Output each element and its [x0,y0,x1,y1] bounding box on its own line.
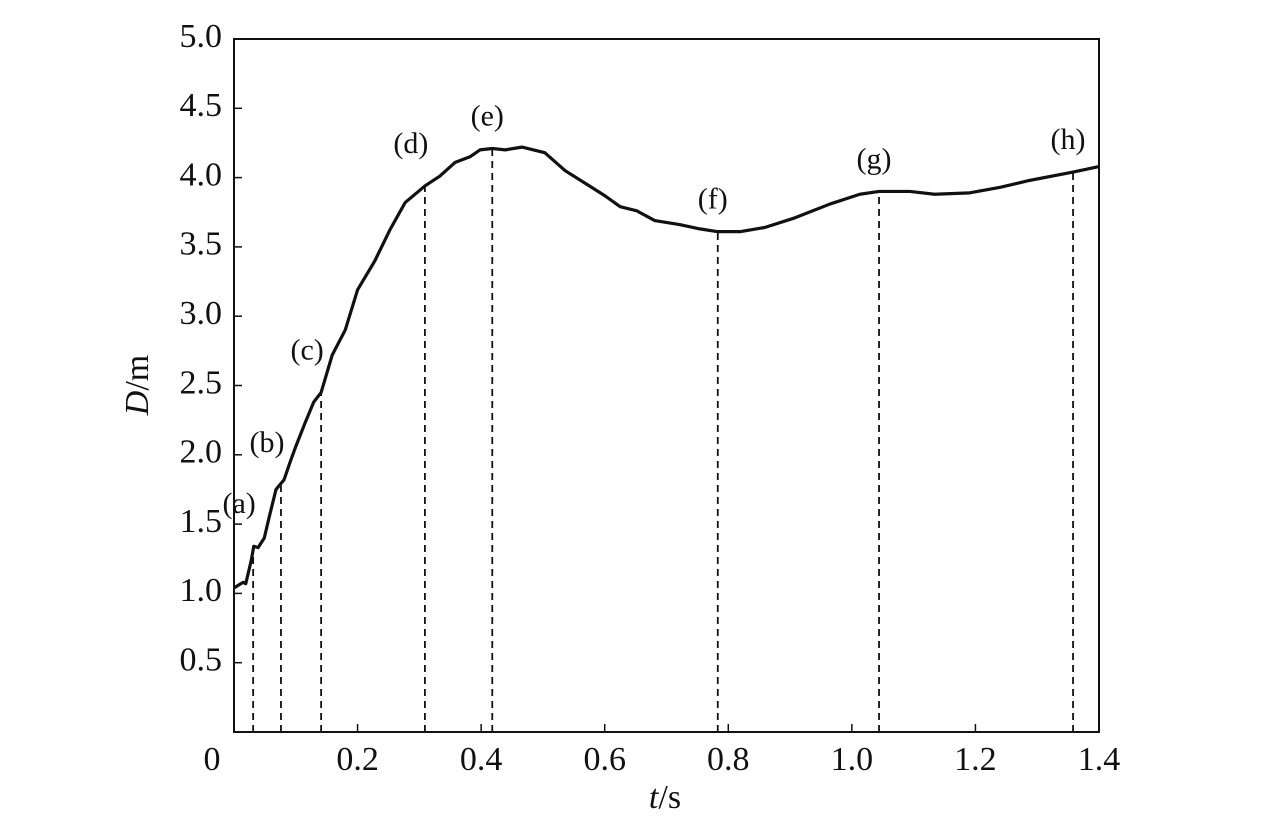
y-tick-label: 1.5 [180,503,223,540]
annotation-label: (d) [393,127,428,160]
y-tick-label: 5.0 [180,18,223,55]
x-tick-label: 0 [204,741,221,778]
y-tick-label: 0.5 [180,641,223,678]
data-line [233,145,1100,590]
x-tick-label: 0.4 [460,741,503,778]
y-tick-label: 2.0 [180,434,223,471]
y-axis-label: D/m [119,355,156,416]
plot-frame [233,38,1100,733]
x-tick-label: 0.2 [336,741,379,778]
y-tick-label: 4.5 [180,87,223,124]
x-tick-label: 1.4 [1078,741,1121,778]
annotation-label: (h) [1051,123,1086,156]
x-tick-label: 0.8 [707,741,750,778]
annotation-label: (a) [223,487,256,520]
x-axis-label: t/s [649,779,681,816]
annotation-label: (g) [857,142,892,175]
y-tick-label: 3.0 [180,295,223,332]
y-tick-label: 1.0 [180,572,223,609]
y-tick-label: 3.5 [180,226,223,263]
x-tick-label: 0.6 [583,741,626,778]
x-tick-label: 1.0 [831,741,874,778]
y-tick-label: 2.5 [180,364,223,401]
annotation-label: (b) [249,426,284,459]
annotation-label: (e) [471,99,504,132]
y-tick-label: 4.0 [180,156,223,193]
x-tick-label: 1.2 [954,741,997,778]
annotation-label: (c) [290,333,323,366]
annotation-label: (f) [698,183,728,216]
